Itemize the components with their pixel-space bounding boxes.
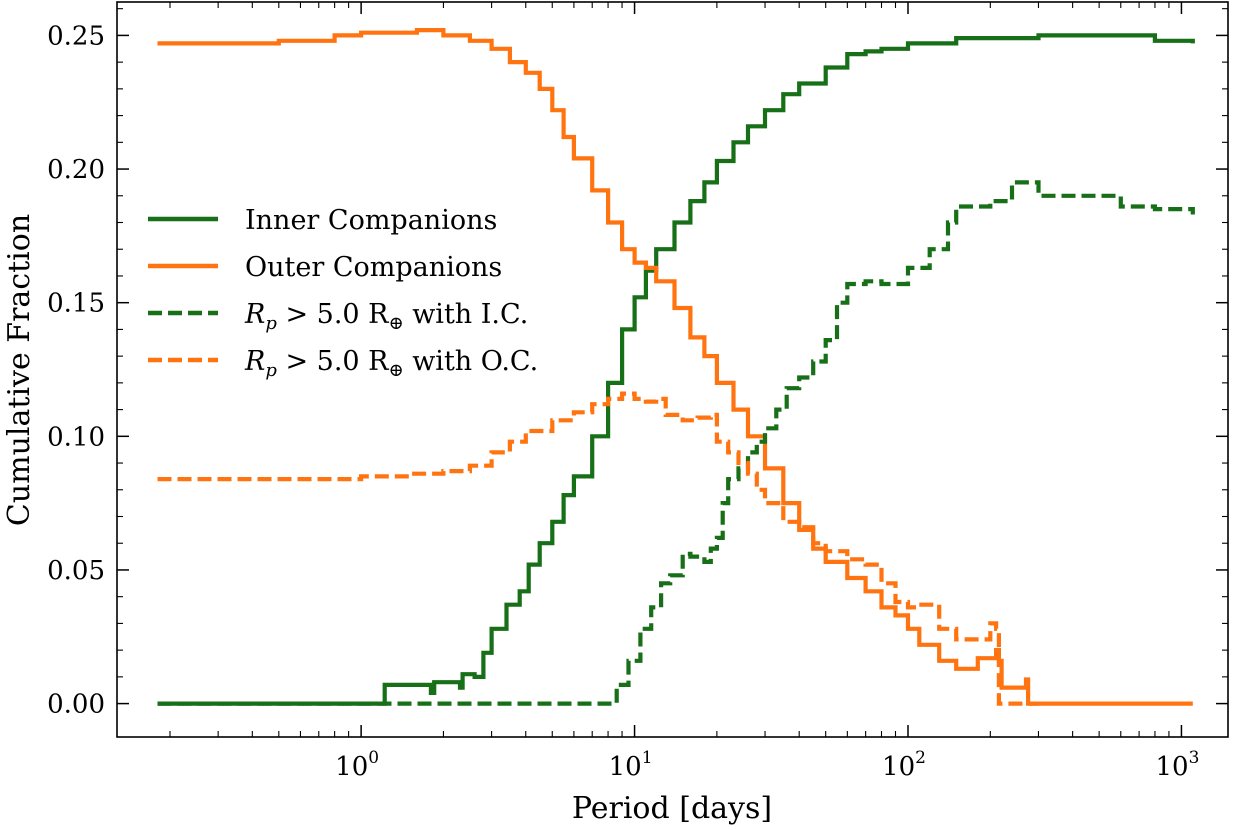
x-tick-label: 101 <box>609 748 653 782</box>
legend-label-outer: Outer Companions <box>245 252 502 283</box>
y-tick-label: 0.10 <box>47 422 105 452</box>
y-tick-labels: 0.00 0.05 0.10 0.15 0.20 0.25 <box>47 21 105 719</box>
y-tick-label: 0.20 <box>47 155 105 185</box>
series-line-0 <box>157 33 1195 706</box>
legend: Inner Companions Outer Companions Rp > 5… <box>148 205 538 381</box>
y-tick-label: 0.00 <box>47 690 105 720</box>
axis-ticks <box>117 2 1228 737</box>
y-tick-label: 0.25 <box>47 21 105 51</box>
x-tick-label: 102 <box>882 748 926 782</box>
series-line-2 <box>157 180 1195 706</box>
x-axis-label: Period [days] <box>572 791 772 826</box>
plot-background <box>117 2 1228 737</box>
legend-label-inner: Inner Companions <box>245 205 497 236</box>
series-line-1 <box>157 28 1193 706</box>
x-tick-label: 100 <box>335 748 379 782</box>
y-tick-label: 0.05 <box>47 556 105 586</box>
legend-label-rp-ic: Rp > 5.0 R⊕ with I.C. <box>244 299 528 334</box>
legend-label-rp-oc: Rp > 5.0 R⊕ with O.C. <box>244 346 538 381</box>
x-tick-labels: 100 101 102 103 <box>335 748 1199 782</box>
y-axis-label: Cumulative Fraction <box>2 214 37 526</box>
x-tick-label: 103 <box>1155 748 1199 782</box>
series-line-3 <box>157 391 1039 706</box>
series-group <box>157 28 1195 706</box>
plot-frame <box>116 1 1229 738</box>
y-tick-label: 0.15 <box>47 289 105 319</box>
